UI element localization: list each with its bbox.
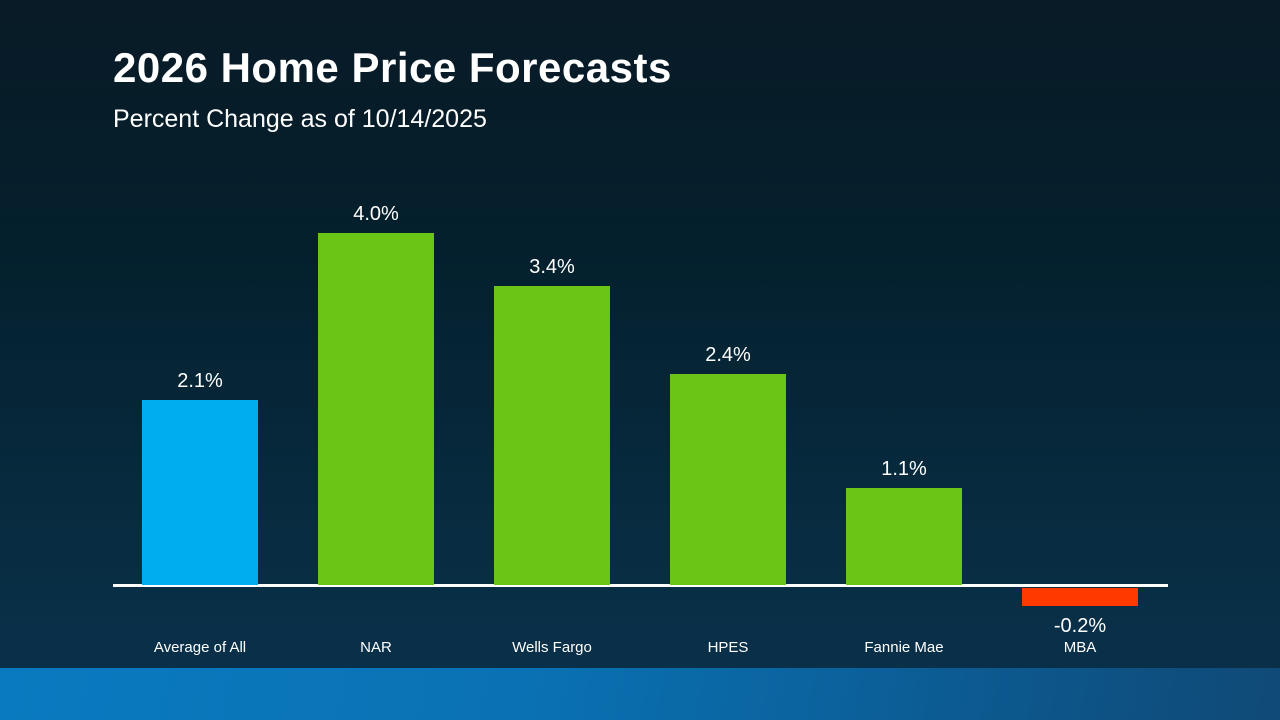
bar-fannie-mae <box>846 488 962 585</box>
bar-chart: 2.1% Average of All 4.0% NAR 3.4% Wells Fargo… <box>113 203 1168 656</box>
value-label-nar: 4.0% <box>353 203 399 225</box>
category-label-hpes: HPES <box>707 639 749 656</box>
value-label-average-of-all: 2.1% <box>177 370 223 392</box>
category-label-mba: MBA <box>1063 639 1097 656</box>
bar-average-of-all <box>142 400 258 585</box>
footer-accent-bar <box>0 668 1280 720</box>
category-label-nar: NAR <box>360 639 392 656</box>
bar-mba <box>1022 588 1138 606</box>
x-axis-line <box>113 584 1168 587</box>
bar-wells-fargo <box>494 286 610 585</box>
value-label-mba: -0.2% <box>1053 615 1107 637</box>
chart-title: 2026 Home Price Forecasts <box>113 44 672 91</box>
value-label-hpes: 2.4% <box>705 344 751 366</box>
chart-subtitle: Percent Change as of 10/14/2025 <box>113 105 487 133</box>
category-label-average-of-all: Average of All <box>153 639 247 656</box>
bar-hpes <box>670 374 786 585</box>
value-label-fannie-mae: 1.1% <box>881 458 927 480</box>
value-label-wells-fargo: 3.4% <box>529 256 575 278</box>
category-label-wells-fargo: Wells Fargo <box>512 639 592 656</box>
bar-nar <box>318 233 434 585</box>
category-label-fannie-mae: Fannie Mae <box>864 639 944 656</box>
